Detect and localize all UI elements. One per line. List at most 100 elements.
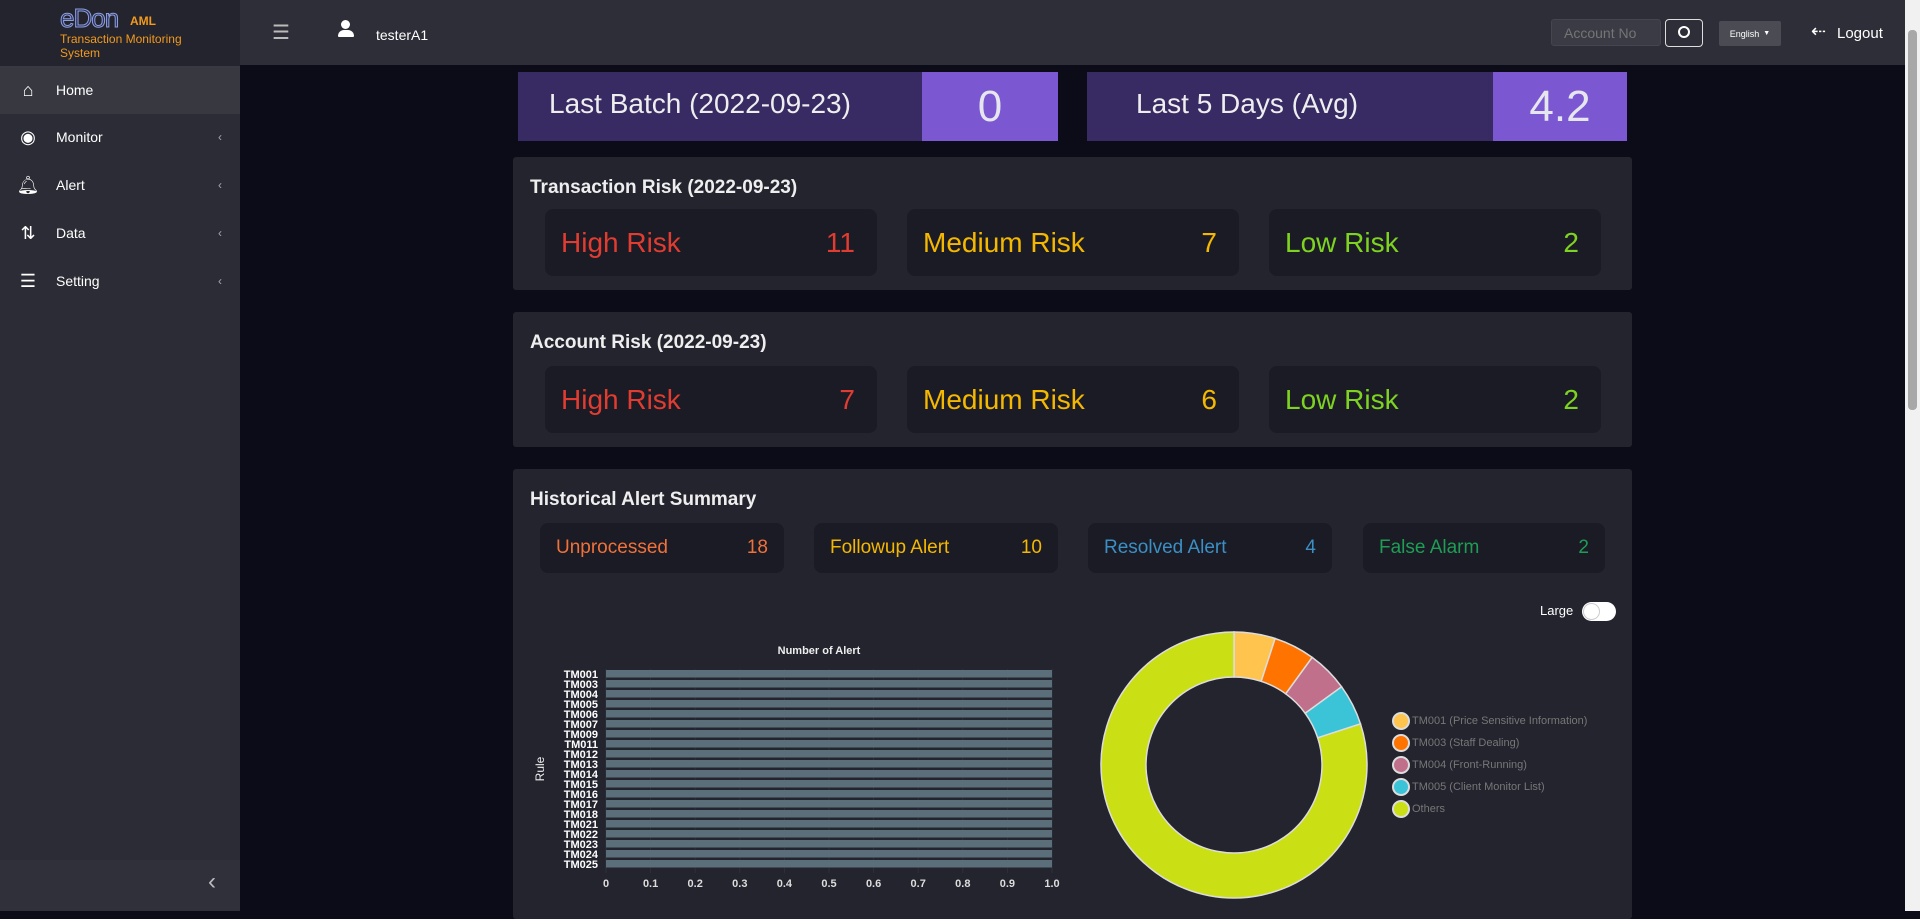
y-tick-label: TM015 — [564, 779, 598, 791]
sidebar: eDon AML Transaction Monitoring System ⌂… — [0, 0, 240, 911]
large-toggle[interactable] — [1582, 602, 1616, 621]
caret-down-icon: ▼ — [1763, 30, 1771, 37]
y-axis-label: Rule — [533, 756, 547, 781]
bell-icon: 🔔︎ — [16, 174, 40, 195]
logo-text: eDon — [59, 3, 119, 34]
legend-item[interactable]: TM001 (Price Sensitive Information) — [1392, 710, 1587, 732]
sidebar-item-home[interactable]: ⌂ Home — [0, 66, 240, 114]
bar — [606, 760, 1052, 768]
username: testerA1 — [376, 27, 429, 43]
menu-toggle-icon[interactable]: ☰ — [272, 22, 290, 44]
legend-item[interactable]: Others — [1392, 798, 1587, 820]
y-tick-label: TM024 — [564, 849, 599, 861]
y-tick-label: TM007 — [564, 719, 598, 731]
logout-button[interactable]: Logout — [1837, 25, 1883, 42]
tx-medium-risk-card[interactable]: Medium Risk 7 — [907, 209, 1239, 276]
risk-value: 6 — [1201, 383, 1217, 415]
legend-label: TM005 (Client Monitor List) — [1412, 781, 1545, 793]
tx-low-risk-card[interactable]: Low Risk 2 — [1269, 209, 1601, 276]
y-tick-label: TM001 — [564, 669, 598, 681]
unprocessed-card[interactable]: Unprocessed 18 — [540, 523, 784, 573]
bar — [606, 830, 1052, 838]
legend-swatch — [1392, 778, 1410, 796]
language-label: English — [1729, 28, 1760, 39]
resolved-card[interactable]: Resolved Alert 4 — [1088, 523, 1332, 573]
acct-medium-risk-card[interactable]: Medium Risk 6 — [907, 366, 1239, 433]
false-alarm-card[interactable]: False Alarm 2 — [1363, 523, 1605, 573]
bar — [606, 690, 1052, 698]
sidebar-item-data[interactable]: ⇅ Data ‹ — [0, 209, 240, 257]
last-batch-label: Last Batch (2022-09-23) — [549, 88, 851, 119]
donut-slice — [1100, 631, 1368, 899]
panel-title: Transaction Risk (2022-09-23) — [530, 177, 798, 198]
sidebar-item-alert[interactable]: 🔔︎ Alert ‹ — [0, 161, 240, 209]
alert-value: 18 — [746, 537, 768, 558]
x-tick-label: 0.1 — [643, 878, 658, 890]
sort-arrows-icon: ⇅ — [20, 222, 36, 243]
acct-high-risk-card[interactable]: High Risk 7 — [545, 366, 877, 433]
alert-value: 2 — [1578, 537, 1589, 558]
account-no-input[interactable] — [1551, 19, 1661, 46]
x-tick-label: 0.4 — [777, 878, 793, 890]
bar — [606, 790, 1052, 798]
sidebar-item-label: Monitor — [56, 129, 103, 145]
bar — [606, 770, 1052, 778]
alert-label: Resolved Alert — [1104, 537, 1227, 558]
y-tick-label: TM023 — [564, 839, 598, 851]
x-tick-label: 0 — [603, 878, 609, 890]
logout-icon[interactable]: ⇠ — [1811, 21, 1827, 41]
donut-legend: TM001 (Price Sensitive Information) TM003… — [1392, 710, 1587, 820]
last-batch-value: 0 — [922, 72, 1058, 141]
y-tick-label: TM021 — [564, 819, 598, 831]
legend-label: Others — [1412, 803, 1446, 815]
last-5-days-label: Last 5 Days (Avg) — [1136, 88, 1359, 119]
last-batch-card: Last Batch (2022-09-23) 0 — [518, 72, 1058, 141]
sidebar-item-monitor[interactable]: ◉ Monitor ‹ — [0, 113, 240, 161]
followup-card[interactable]: Followup Alert 10 — [814, 523, 1058, 573]
risk-value: 7 — [1201, 226, 1217, 258]
x-tick-label: 0.7 — [911, 878, 926, 890]
alert-label: False Alarm — [1379, 537, 1480, 558]
legend-item[interactable]: TM003 (Staff Dealing) — [1392, 732, 1587, 754]
large-toggle-label: Large — [1540, 603, 1574, 618]
y-tick-label: TM017 — [564, 799, 598, 811]
last-5-days-value: 4.2 — [1493, 72, 1627, 141]
legend-label: TM001 (Price Sensitive Information) — [1412, 715, 1588, 727]
risk-label: Medium Risk — [923, 226, 1085, 258]
home-icon: ⌂ — [22, 79, 34, 100]
x-tick-label: 0.3 — [732, 878, 747, 890]
risk-value: 2 — [1563, 383, 1579, 415]
panel-title: Account Risk (2022-09-23) — [530, 332, 767, 353]
chevron-left-icon: ‹ — [218, 178, 222, 192]
donut-chart — [1100, 631, 1368, 899]
logo-aml: AML — [130, 14, 156, 28]
user-icon — [338, 20, 354, 37]
bar — [606, 680, 1052, 688]
legend-item[interactable]: TM005 (Client Monitor List) — [1392, 776, 1587, 798]
y-tick-label: TM011 — [564, 739, 598, 751]
sidebar-item-label: Home — [56, 82, 94, 98]
sidebar-item-label: Alert — [56, 177, 85, 193]
bar — [606, 810, 1052, 818]
search-icon — [1678, 26, 1690, 38]
scrollbar[interactable] — [1905, 0, 1920, 911]
y-tick-label: TM005 — [564, 699, 598, 711]
last-5-days-card: Last 5 Days (Avg) 4.2 — [1087, 72, 1627, 141]
sidebar-item-setting[interactable]: ☰ Setting ‹ — [0, 257, 240, 305]
collapse-sidebar-button[interactable]: ‹ — [208, 868, 216, 895]
y-tick-label: TM016 — [564, 789, 598, 801]
y-tick-label: TM013 — [564, 759, 598, 771]
alert-value: 10 — [1020, 537, 1042, 558]
eye-icon: ◉ — [20, 126, 36, 147]
acct-low-risk-card[interactable]: Low Risk 2 — [1269, 366, 1601, 433]
legend-item[interactable]: TM004 (Front-Running) — [1392, 754, 1587, 776]
legend-swatch — [1392, 756, 1410, 774]
risk-label: High Risk — [561, 383, 681, 415]
bar — [606, 860, 1052, 868]
y-tick-label: TM006 — [564, 709, 598, 721]
tx-high-risk-card[interactable]: High Risk 11 — [545, 209, 877, 276]
search-button[interactable] — [1665, 19, 1703, 47]
chevron-left-icon: ‹ — [218, 130, 222, 144]
header: ☰ testerA1 English▼ ⇠ Logout — [240, 0, 1905, 65]
language-select[interactable]: English ▼ — [1719, 21, 1781, 46]
